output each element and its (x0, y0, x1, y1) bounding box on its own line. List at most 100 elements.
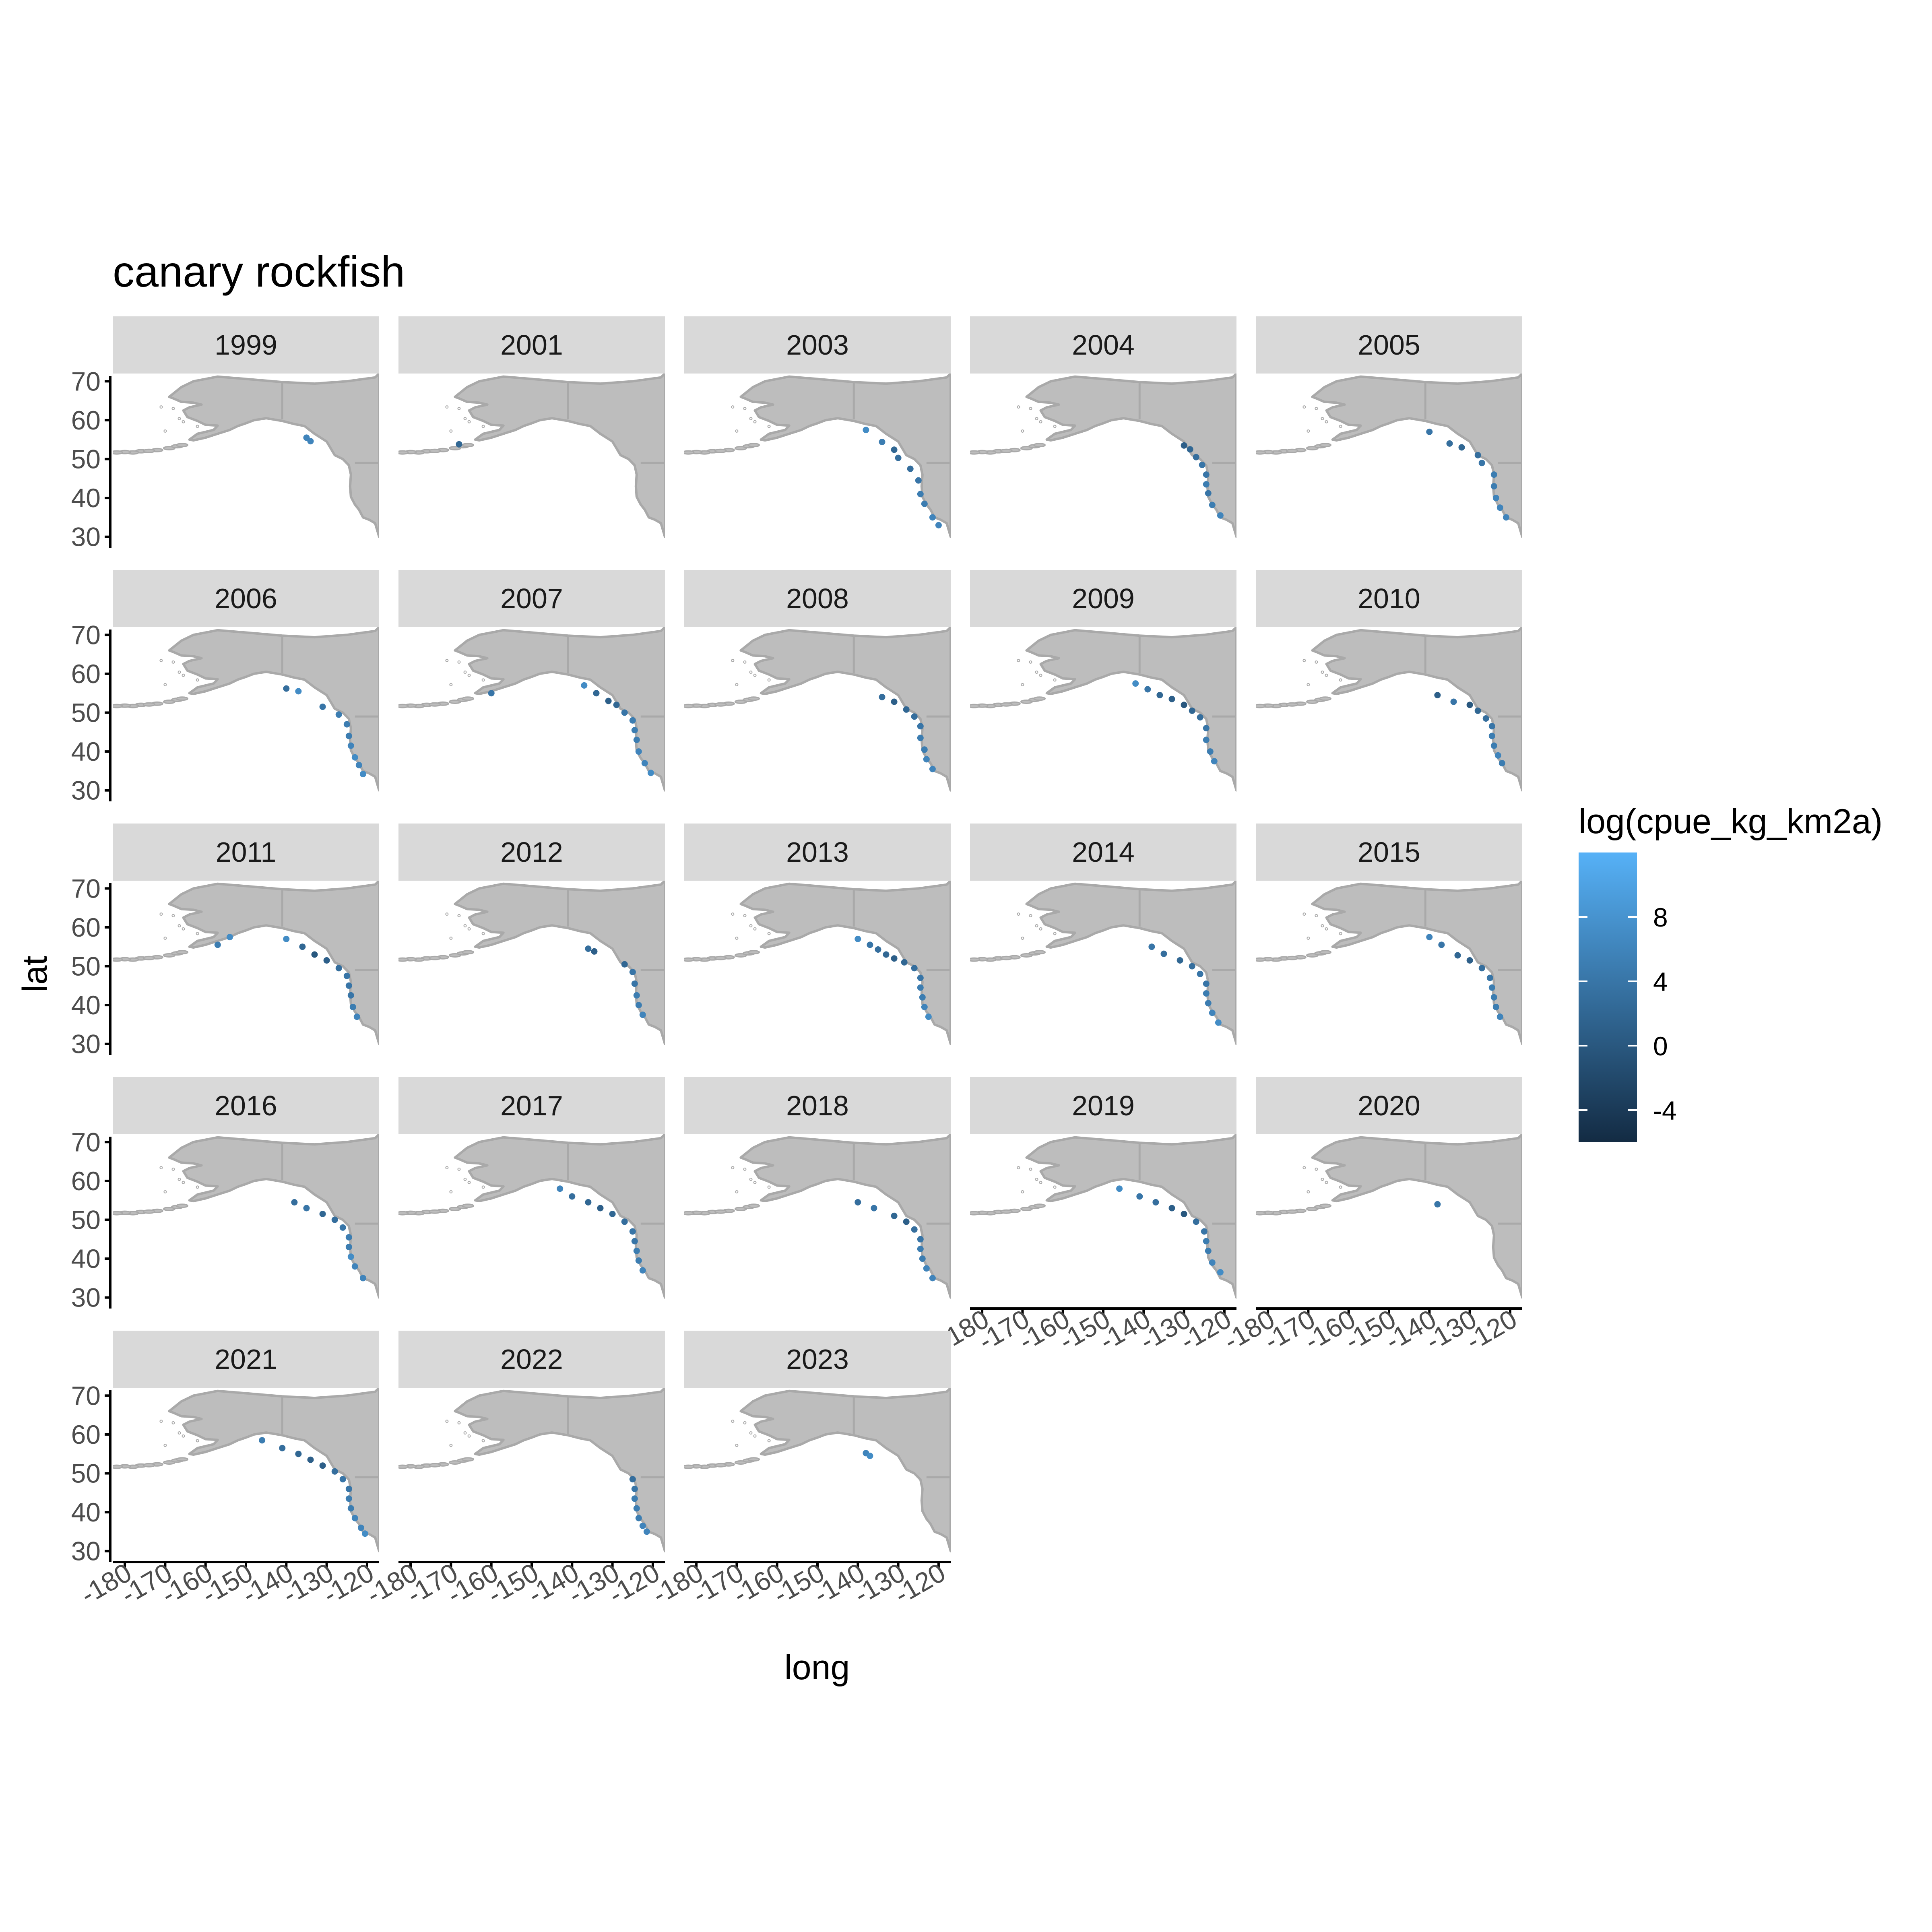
data-point (283, 935, 290, 942)
y-tick-label: 50 (71, 952, 101, 981)
data-point (925, 1013, 932, 1020)
data-point (1203, 980, 1210, 987)
island (731, 659, 735, 663)
data-point (921, 746, 928, 753)
island (714, 956, 727, 960)
island (445, 659, 449, 663)
data-point (635, 1515, 642, 1521)
island (1039, 1181, 1042, 1184)
data-point (1215, 1019, 1222, 1026)
land-polygon (1311, 1134, 1522, 1299)
data-point (307, 1456, 314, 1463)
facet-panel-2004: 2004 (970, 316, 1236, 538)
island (462, 443, 475, 448)
island (398, 704, 409, 708)
data-point (629, 1476, 636, 1482)
facet-strip-label: 2022 (500, 1344, 563, 1375)
island (1307, 683, 1310, 686)
island (428, 448, 441, 453)
data-point (1488, 733, 1495, 739)
island (1315, 407, 1318, 410)
data-point (347, 1253, 354, 1260)
data-point (633, 992, 640, 999)
facet-panel-2019: 2019-180-170-160-150-140-130-120 (933, 1077, 1236, 1356)
data-point (929, 766, 936, 772)
island (1035, 417, 1038, 421)
data-point (1503, 514, 1509, 521)
facet-strip-label: 2012 (500, 836, 563, 868)
data-point (581, 682, 588, 689)
facet-panel-1999: 1999 30 40 50 60 70 (71, 316, 379, 552)
data-point (351, 1515, 358, 1521)
y-tick-label: 50 (71, 1459, 101, 1488)
island (749, 671, 753, 674)
land-polygon (168, 1134, 379, 1299)
data-point (609, 1211, 616, 1217)
y-tick-label: 60 (71, 405, 101, 435)
data-point (1454, 952, 1461, 959)
data-point (343, 972, 350, 979)
island (163, 1190, 167, 1193)
data-point (917, 1245, 924, 1252)
data-point (1217, 512, 1224, 519)
data-point (1434, 692, 1441, 698)
island (1033, 696, 1046, 701)
data-point (345, 1495, 352, 1502)
facet-strip-label: 2003 (786, 329, 849, 361)
data-point (631, 1495, 638, 1502)
island (428, 702, 441, 707)
data-point (569, 1193, 576, 1200)
island (1307, 936, 1310, 940)
facet-strip-label: 2021 (215, 1344, 277, 1375)
data-point (1211, 758, 1218, 765)
island (176, 696, 189, 701)
facet-strip (113, 1077, 379, 1134)
x-axis-title: long (784, 1648, 850, 1687)
data-point (863, 427, 869, 433)
data-point (1209, 1259, 1216, 1266)
island (445, 912, 449, 916)
land-polygon (168, 627, 379, 792)
island (747, 696, 760, 701)
island (182, 927, 185, 931)
data-point (347, 742, 354, 749)
island (159, 1166, 163, 1170)
island (1029, 407, 1032, 410)
island (178, 1431, 181, 1435)
data-point (915, 477, 922, 484)
island (1325, 1181, 1328, 1184)
legend-title: log(cpue_kg_km2a) (1579, 802, 1882, 841)
facet-panel-2003: 2003 (684, 316, 951, 538)
island (462, 1457, 475, 1462)
island (1035, 924, 1038, 928)
island (142, 1209, 155, 1214)
data-point (1197, 970, 1203, 977)
data-point (631, 1238, 638, 1245)
basemap (398, 627, 665, 792)
island (970, 957, 980, 962)
data-point (1490, 471, 1497, 478)
island (178, 671, 181, 674)
island (1319, 443, 1332, 448)
island (731, 405, 735, 409)
island (684, 704, 695, 708)
data-point (631, 727, 638, 733)
data-point (1189, 707, 1195, 714)
land-polygon (454, 1388, 665, 1552)
basemap (684, 374, 951, 538)
island (171, 1421, 175, 1424)
island (1315, 1167, 1318, 1171)
facet-strip (684, 1077, 951, 1134)
facet-strip-label: 2009 (1072, 583, 1135, 614)
island (142, 1463, 155, 1468)
island (428, 956, 441, 960)
basemap (1256, 1134, 1522, 1299)
facet-strip-label: 2008 (786, 583, 849, 614)
data-point (635, 1257, 642, 1264)
island (1000, 956, 1013, 960)
y-axis-title: lat (16, 956, 54, 992)
facet-panel-2011: 2011 30 40 50 60 70 (71, 824, 379, 1059)
island (1053, 678, 1057, 682)
data-point (1496, 504, 1503, 511)
island (467, 673, 471, 677)
